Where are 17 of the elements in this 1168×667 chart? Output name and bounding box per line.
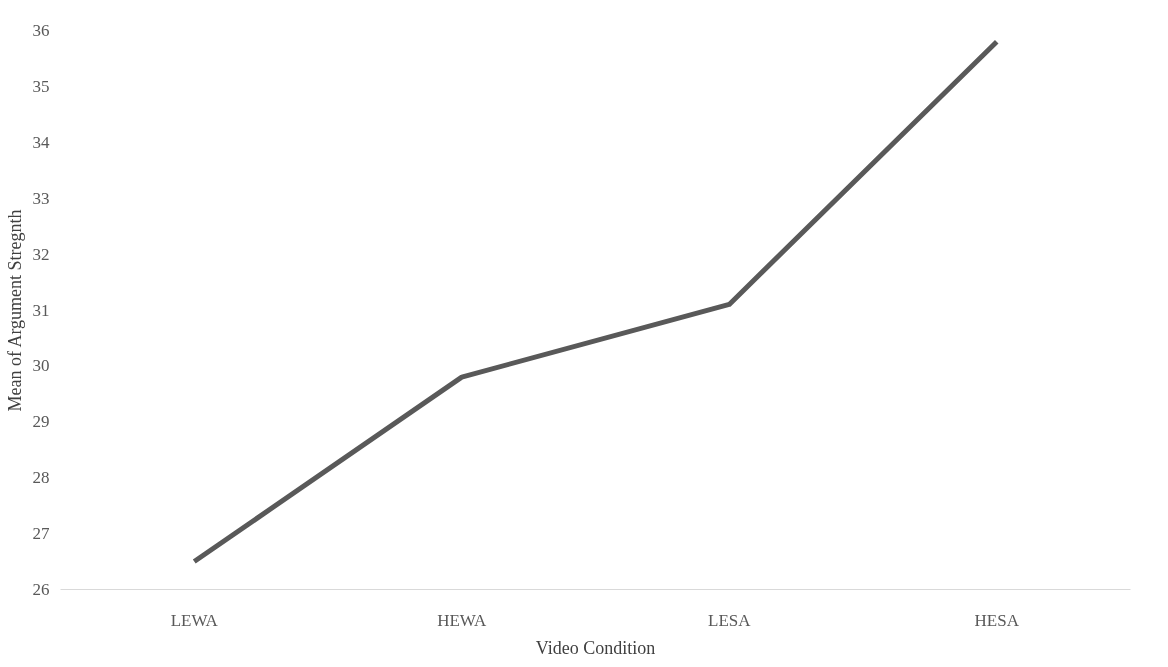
y-tick-label: 33	[32, 188, 50, 208]
y-tick-label: 26	[32, 580, 50, 599]
x-tick-label: LESA	[708, 610, 752, 630]
x-tick-label: LEWA	[170, 610, 219, 630]
y-tick-label: 35	[32, 76, 50, 96]
x-axis-title: Video Condition	[535, 637, 656, 658]
y-tick-label: 27	[32, 524, 50, 544]
x-tick-label: HESA	[974, 610, 1020, 630]
y-tick-label: 32	[32, 244, 50, 264]
y-tick-label: 34	[32, 132, 50, 152]
y-axis-title: Mean of Argument Stregnth	[4, 209, 25, 412]
y-tick-label: 36	[32, 21, 50, 40]
x-tick-label: HEWA	[437, 610, 488, 630]
y-tick-label: 30	[32, 356, 50, 376]
y-tick-label: 29	[32, 412, 50, 432]
y-tick-label: 31	[32, 300, 50, 320]
y-tick-label: 28	[32, 468, 50, 488]
